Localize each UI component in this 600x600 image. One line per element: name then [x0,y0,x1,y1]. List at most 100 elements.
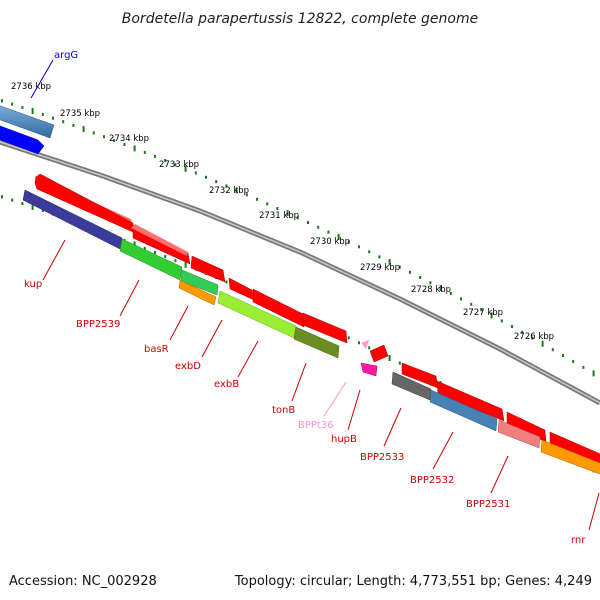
minor-tick [225,280,228,284]
minor-tick [113,139,116,143]
minor-tick [52,116,54,120]
argG-gene-bar[interactable] [0,104,55,139]
cds-arrows [34,173,600,468]
minor-tick [480,308,483,312]
scale-label: 2728 kbp [411,285,451,295]
minor-tick [562,354,564,357]
minor-tick [429,281,432,285]
minor-tick [21,202,24,205]
basR-arrow[interactable] [190,255,226,283]
exbD-cog-bar[interactable] [178,279,217,306]
minor-tick [1,99,3,103]
gene-label-tonB[interactable]: tonB [272,405,295,416]
scale-label: 2731 kbp [259,211,299,221]
gene-label-basR[interactable]: basR [144,344,169,355]
minor-tick [245,193,248,197]
minor-tick [358,341,360,345]
major-tick [82,126,85,133]
minor-tick [551,348,554,352]
minor-tick [572,359,575,363]
minor-tick [103,135,105,139]
major-tick [235,187,238,194]
minor-tick [266,202,269,206]
BPP2532-arrow[interactable] [436,380,505,422]
minor-tick [194,171,197,175]
tonB-cog-bar[interactable] [293,326,340,359]
scale-labels: 2736 kbp 2735 kbp 2734 kbp 2733 kbp 2732… [11,82,554,342]
minor-tick [398,361,401,365]
minor-tick [21,106,24,109]
minor-tick [378,255,381,259]
minor-tick [358,245,360,249]
gene-label-BPP2532[interactable]: BPP2532 [410,475,454,486]
minor-tick [470,302,473,306]
minor-tick [582,365,585,369]
major-tick [133,241,136,248]
major-tick [31,204,34,210]
minor-tick [511,325,513,329]
scale-label: 2727 kbp [463,308,503,318]
gene-label-exbB[interactable]: exbB [214,379,239,390]
scale-label: 2734 kbp [109,134,149,144]
gene-label-argG[interactable]: argG [54,50,78,61]
minor-tick [521,330,524,334]
basR-cog-bar[interactable] [180,269,219,296]
major-tick [541,340,544,347]
tonB-arrow[interactable] [302,312,348,344]
minor-tick [174,259,177,263]
genome-backbone [0,139,600,406]
outer-scale-ticks [1,99,595,377]
gene-label-BPP2539[interactable]: BPP2539 [76,319,120,330]
minor-tick [409,270,411,274]
minor-tick [531,336,534,340]
minor-tick [143,150,146,154]
accession-text: Accession: NC_002928 [9,574,157,589]
minor-tick [276,207,279,210]
exbB-arrow[interactable] [252,288,305,328]
minor-tick [164,159,167,162]
BPP2531-cog-bar[interactable] [497,419,541,449]
minor-tick [72,123,75,127]
BPP2532-cog-bar[interactable] [429,389,498,432]
minor-tick [398,265,401,269]
BPPt36-marker[interactable] [361,340,369,349]
minor-tick [460,297,462,301]
minor-tick [347,240,350,244]
genome-summary-text: Topology: circular; Length: 4,773,551 bp… [234,574,592,589]
minor-tick [123,143,126,146]
gene-labels: argG kup BPP2539 basR exbD exbB tonB BPP… [24,50,600,546]
major-tick [388,259,391,265]
gene-label-hupB[interactable]: hupB [331,434,357,445]
minor-tick [256,197,258,201]
kup-arrow[interactable] [34,173,134,233]
minor-tick [368,250,371,254]
hupB-arrow[interactable] [369,344,389,363]
major-tick [184,165,187,172]
scale-label: 2736 kbp [11,82,51,92]
scale-label: 2730 kbp [310,237,350,247]
cog-bars [22,189,600,476]
gene-label-BPP2531[interactable]: BPP2531 [466,499,510,510]
minor-tick [1,195,3,199]
rnr-cog-bar[interactable] [540,439,600,476]
gene-label-BPP2533[interactable]: BPP2533 [360,452,404,463]
gene-label-kup[interactable]: kup [24,279,42,290]
hupB-marker[interactable] [360,362,378,377]
major-tick [388,355,391,361]
gene-label-rnr[interactable]: rnr [571,535,586,546]
minor-tick [143,246,146,250]
gene-label-exbD[interactable]: exbD [175,361,201,372]
BPP2539-arrow[interactable] [131,224,191,265]
major-tick [337,234,340,240]
minor-tick [317,225,320,229]
minor-tick [368,346,371,350]
gene-label-BPPt36[interactable]: BPPt36 [298,420,334,431]
minor-tick [215,180,218,184]
major-tick [133,145,136,152]
major-tick [184,261,187,268]
gene-arrow[interactable] [0,124,45,155]
minor-tick [62,120,65,124]
minor-tick [225,184,228,188]
minor-tick [92,131,95,135]
